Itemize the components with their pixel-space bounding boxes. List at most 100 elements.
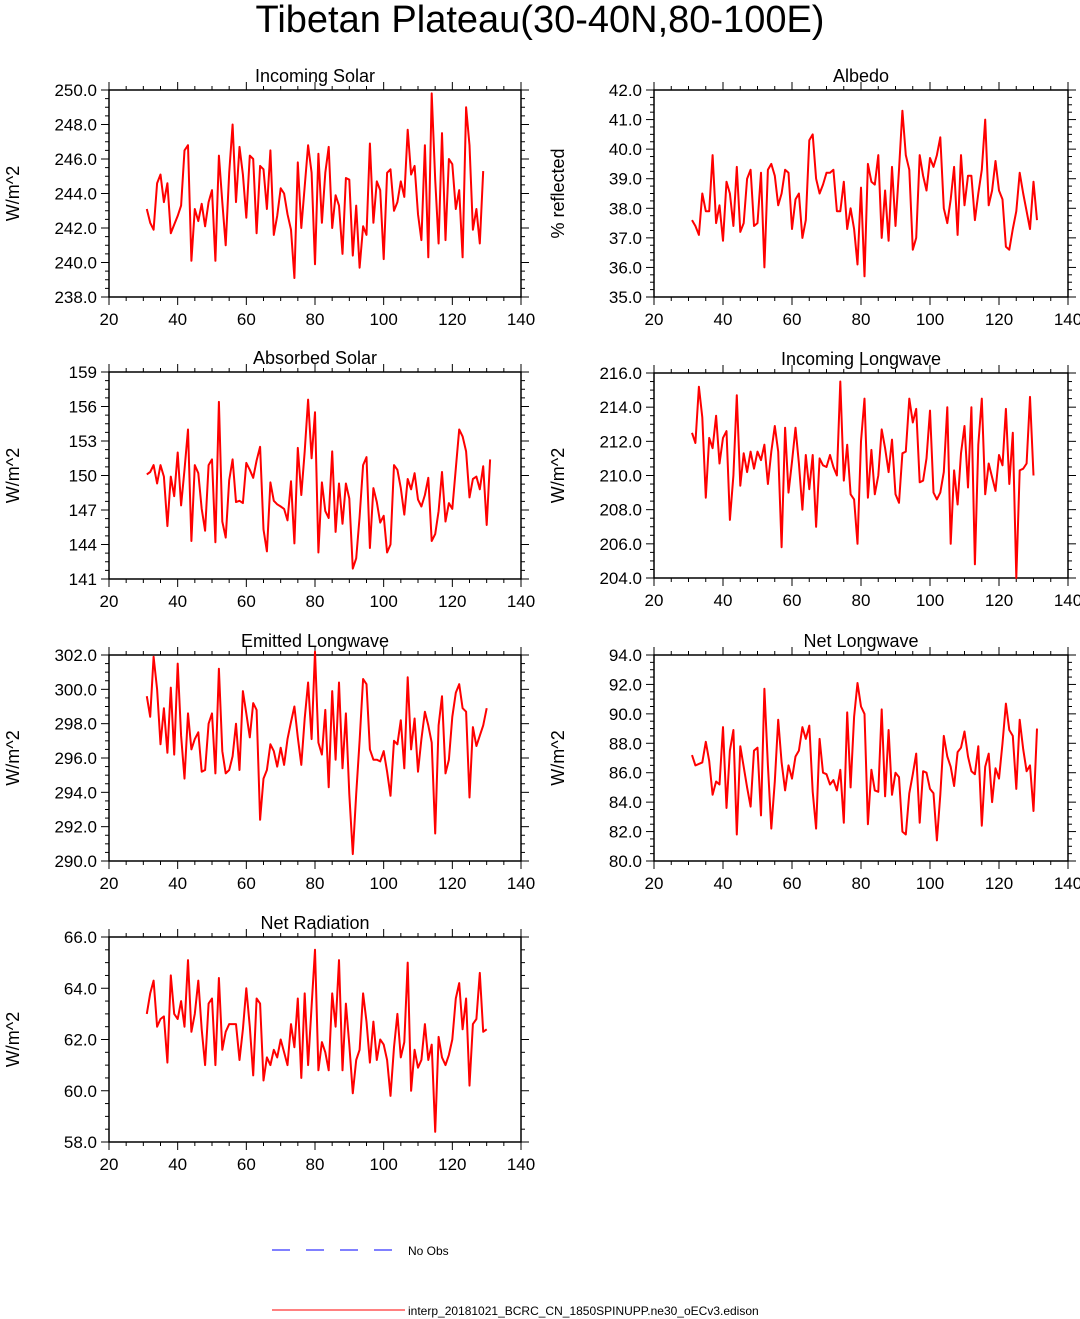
y-tick-label: 64.0 bbox=[64, 979, 97, 998]
x-tick-label: 60 bbox=[237, 310, 256, 329]
y-tick-label: 212.0 bbox=[599, 432, 642, 451]
x-tick-label: 100 bbox=[916, 310, 944, 329]
x-tick-label: 80 bbox=[306, 874, 325, 893]
y-tick-label: 290.0 bbox=[54, 852, 97, 871]
x-tick-label: 120 bbox=[438, 592, 466, 611]
chart-panels: Incoming Solar W/m^2 20 40 60 80 100 120 140 238.… bbox=[3, 66, 1080, 1174]
series-line bbox=[691, 109, 1038, 278]
chart-panel: Incoming Longwave W/m^2 20 40 60 80 100 120 140 2… bbox=[548, 349, 1080, 610]
x-tick-label: 80 bbox=[306, 592, 325, 611]
y-tick-label: 150 bbox=[69, 467, 97, 486]
plot-frame bbox=[653, 654, 1069, 862]
y-tick-label: 153 bbox=[69, 432, 97, 451]
x-tick-label: 140 bbox=[1054, 591, 1080, 610]
x-tick-label: 140 bbox=[507, 874, 535, 893]
y-tick-label: 302.0 bbox=[54, 646, 97, 665]
y-tick-label: 204.0 bbox=[599, 569, 642, 588]
x-tick-label: 140 bbox=[507, 310, 535, 329]
x-tick-label: 60 bbox=[783, 874, 802, 893]
y-tick-label: 92.0 bbox=[609, 675, 642, 694]
x-tick-label: 120 bbox=[438, 874, 466, 893]
x-tick-label: 60 bbox=[237, 1155, 256, 1174]
x-tick-label: 20 bbox=[645, 591, 664, 610]
x-tick-label: 40 bbox=[714, 874, 733, 893]
y-tick-label: 36.0 bbox=[609, 258, 642, 277]
y-tick-label: 60.0 bbox=[64, 1082, 97, 1101]
chart-panel: Emitted Longwave W/m^2 20 40 60 80 100 120 140 29… bbox=[3, 631, 535, 893]
y-tick-label: 35.0 bbox=[609, 288, 642, 307]
page-title: Tibetan Plateau(30-40N,80-100E) bbox=[255, 0, 825, 41]
chart-panel: Net Radiation W/m^2 20 40 60 80 100 120 140 58.0 6… bbox=[3, 913, 535, 1174]
chart-panel: Net Longwave W/m^2 20 40 60 80 100 120 140 80.0 82… bbox=[548, 631, 1080, 893]
x-tick-label: 40 bbox=[168, 874, 187, 893]
x-tick-label: 100 bbox=[369, 592, 397, 611]
series-line bbox=[145, 92, 485, 279]
y-tick-label: 216.0 bbox=[599, 364, 642, 383]
chart-panel: Albedo % reflected 20 40 60 80 100 120 140 35.0 36… bbox=[548, 66, 1080, 329]
panel-title: Absorbed Solar bbox=[253, 348, 377, 368]
x-tick-label: 140 bbox=[1054, 310, 1080, 329]
y-tick-label: 141 bbox=[69, 570, 97, 589]
x-tick-label: 120 bbox=[438, 310, 466, 329]
x-tick-label: 20 bbox=[100, 310, 119, 329]
y-axis-label: W/m^2 bbox=[3, 1012, 23, 1067]
y-tick-label: 82.0 bbox=[609, 823, 642, 842]
y-tick-label: 206.0 bbox=[599, 535, 642, 554]
panel-title: Emitted Longwave bbox=[241, 631, 389, 651]
panel-title: Incoming Longwave bbox=[781, 349, 941, 369]
y-tick-label: 37.0 bbox=[609, 229, 642, 248]
x-tick-label: 80 bbox=[306, 310, 325, 329]
y-tick-label: 40.0 bbox=[609, 140, 642, 159]
y-tick-label: 147 bbox=[69, 501, 97, 520]
series-line bbox=[145, 948, 488, 1133]
y-tick-label: 159 bbox=[69, 363, 97, 382]
y-tick-label: 294.0 bbox=[54, 783, 97, 802]
x-tick-label: 80 bbox=[852, 874, 871, 893]
x-tick-label: 100 bbox=[369, 1155, 397, 1174]
x-tick-label: 140 bbox=[507, 592, 535, 611]
y-tick-label: 296.0 bbox=[54, 749, 97, 768]
y-tick-label: 90.0 bbox=[609, 705, 642, 724]
x-tick-label: 60 bbox=[237, 592, 256, 611]
y-tick-label: 144 bbox=[69, 536, 97, 555]
x-tick-label: 40 bbox=[168, 1155, 187, 1174]
x-tick-label: 20 bbox=[645, 874, 664, 893]
y-tick-label: 86.0 bbox=[609, 764, 642, 783]
x-tick-label: 80 bbox=[852, 310, 871, 329]
panel-title: Net Radiation bbox=[260, 913, 369, 933]
series-line bbox=[145, 650, 488, 856]
x-tick-label: 100 bbox=[369, 310, 397, 329]
legend-model-label: interp_20181021_BCRC_CN_1850SPINUPP.ne30… bbox=[408, 1304, 759, 1318]
y-tick-label: 248.0 bbox=[54, 116, 97, 135]
x-tick-label: 100 bbox=[369, 874, 397, 893]
y-axis-label: % reflected bbox=[548, 148, 568, 238]
chart-panel: Absorbed Solar W/m^2 20 40 60 80 100 120 140 141 1… bbox=[3, 348, 535, 611]
y-tick-label: 84.0 bbox=[609, 793, 642, 812]
y-tick-label: 80.0 bbox=[609, 852, 642, 871]
x-tick-label: 20 bbox=[100, 874, 119, 893]
x-tick-label: 120 bbox=[985, 591, 1013, 610]
plot-frame bbox=[653, 372, 1069, 579]
panel-title: Net Longwave bbox=[803, 631, 918, 651]
y-axis-label: W/m^2 bbox=[3, 166, 23, 221]
y-tick-label: 42.0 bbox=[609, 81, 642, 100]
x-tick-label: 60 bbox=[783, 310, 802, 329]
panel-title: Albedo bbox=[833, 66, 889, 86]
panel-title: Incoming Solar bbox=[255, 66, 375, 86]
x-tick-label: 80 bbox=[306, 1155, 325, 1174]
y-tick-label: 238.0 bbox=[54, 288, 97, 307]
x-tick-label: 80 bbox=[852, 591, 871, 610]
y-tick-label: 94.0 bbox=[609, 646, 642, 665]
legend bbox=[272, 1249, 405, 1311]
y-tick-label: 38.0 bbox=[609, 199, 642, 218]
series-line bbox=[691, 682, 1038, 842]
y-axis-label: W/m^2 bbox=[3, 448, 23, 503]
series-line bbox=[146, 398, 492, 570]
x-tick-label: 140 bbox=[507, 1155, 535, 1174]
y-tick-label: 240.0 bbox=[54, 254, 97, 273]
y-axis-label: W/m^2 bbox=[548, 730, 568, 785]
x-tick-label: 60 bbox=[783, 591, 802, 610]
x-tick-label: 100 bbox=[916, 874, 944, 893]
series-line bbox=[691, 380, 1035, 579]
y-tick-label: 214.0 bbox=[599, 398, 642, 417]
